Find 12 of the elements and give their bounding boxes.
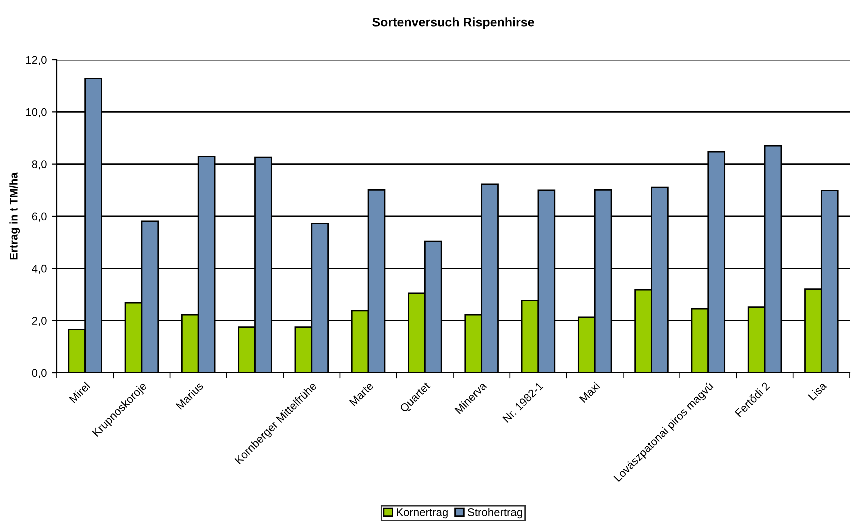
y-tick-label: 4,0 [32, 264, 47, 274]
y-axis-title: Ertrag in t TM/ha [10, 172, 20, 260]
chart-title: Sortenversuch Rispenhirse [372, 18, 534, 30]
y-tick-label: 8,0 [32, 160, 47, 170]
legend-label: Kornertrag [397, 508, 448, 519]
y-tick-label: 0,0 [32, 369, 47, 378]
x-tick-label: Lisa [808, 381, 828, 401]
y-tick-label: 2,0 [32, 317, 47, 326]
y-tick-label: 12,0 [26, 56, 47, 66]
legend-label: Strohertrag [468, 508, 522, 519]
y-tick-label: 6,0 [32, 212, 47, 222]
y-tick-label: 10,0 [26, 108, 47, 118]
